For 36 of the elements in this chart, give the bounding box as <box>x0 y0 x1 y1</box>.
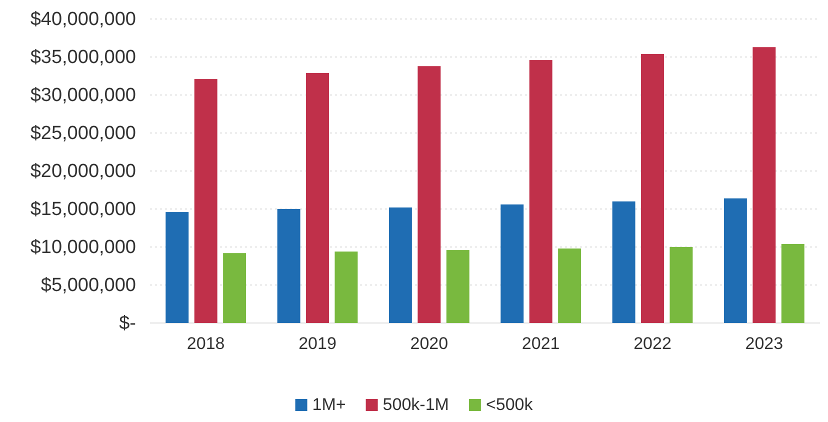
bar <box>194 79 218 323</box>
y-tick-label: $20,000,000 <box>30 161 136 182</box>
bar <box>446 250 470 323</box>
y-tick-label: $5,000,000 <box>40 275 136 296</box>
bar <box>752 47 776 323</box>
x-tick-label: 2020 <box>410 334 448 354</box>
y-tick-label: $25,000,000 <box>30 123 136 144</box>
bar <box>670 247 693 323</box>
bar <box>388 207 412 323</box>
bar <box>612 201 636 323</box>
x-tick-label: 2019 <box>298 334 336 354</box>
x-tick-label: 2021 <box>522 334 560 354</box>
legend-label: <500k <box>486 395 534 414</box>
bar <box>641 54 664 323</box>
y-tick-label: $35,000,000 <box>30 47 136 68</box>
bar <box>306 72 329 323</box>
x-tick-label: 2022 <box>634 334 672 354</box>
y-tick-label: $10,000,000 <box>30 237 136 258</box>
y-tick-label: $40,000,000 <box>30 9 136 30</box>
x-tick-label: 2023 <box>745 334 784 354</box>
bar <box>500 204 524 323</box>
bar <box>724 198 747 323</box>
legend-label: 500k-1M <box>382 395 449 414</box>
bar <box>781 244 804 323</box>
y-tick-label: $- <box>119 313 136 334</box>
bar <box>529 60 552 323</box>
bar <box>277 209 300 323</box>
bar <box>223 253 246 323</box>
y-tick-label: $15,000,000 <box>30 199 136 220</box>
bar <box>334 252 358 323</box>
legend-label: 1M+ <box>312 395 346 414</box>
x-tick-label: 2018 <box>186 334 225 354</box>
bar <box>166 212 189 323</box>
bar <box>418 66 441 323</box>
bar <box>558 248 582 323</box>
y-tick-label: $30,000,000 <box>30 85 136 106</box>
